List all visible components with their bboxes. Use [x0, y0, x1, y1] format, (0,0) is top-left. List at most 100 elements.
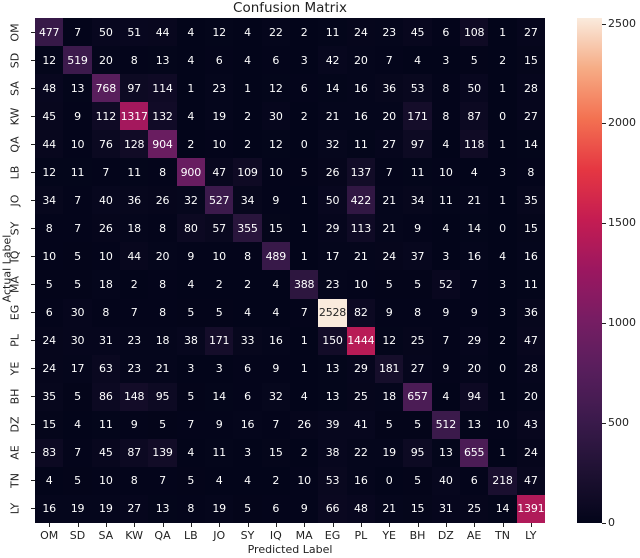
heatmap-cell: 5 — [176, 382, 205, 411]
heatmap-cell: 4 — [431, 214, 460, 243]
heatmap-cell: 8 — [516, 158, 545, 187]
heatmap-cell: 5 — [63, 242, 92, 271]
heatmap-cell: 11 — [431, 186, 460, 215]
heatmap-cell: 21 — [318, 102, 347, 131]
heatmap-cell: 6 — [205, 46, 234, 75]
heatmap-cell: 6 — [261, 46, 290, 75]
heatmap-cell: 4 — [460, 158, 489, 187]
y-tick-label: EG — [8, 304, 22, 321]
heatmap-cell: 19 — [63, 494, 92, 523]
heatmap-cell: 18 — [148, 326, 177, 355]
x-tick-mark — [502, 523, 504, 527]
heatmap-cell: 519 — [63, 46, 92, 75]
heatmap-cell: 1 — [488, 74, 517, 103]
heatmap-cell: 23 — [318, 270, 347, 299]
heatmap-cell: 32 — [318, 130, 347, 159]
heatmap-cell: 1 — [290, 354, 319, 383]
heatmap-cell: 5 — [460, 46, 489, 75]
heatmap-cell: 5 — [233, 494, 262, 523]
heatmap-cell: 9 — [261, 186, 290, 215]
x-tick-mark — [530, 523, 532, 527]
heatmap-cell: 14 — [460, 214, 489, 243]
heatmap-cell: 3 — [176, 354, 205, 383]
heatmap-cell: 86 — [91, 382, 120, 411]
x-tick-label: BH — [409, 529, 426, 542]
heatmap-cell: 12 — [261, 74, 290, 103]
heatmap-cell: 23 — [375, 18, 404, 47]
heatmap-cell: 28 — [516, 74, 545, 103]
heatmap-cell: 2 — [488, 326, 517, 355]
heatmap-cell: 38 — [318, 438, 347, 467]
heatmap-cell: 17 — [63, 354, 92, 383]
heatmap-cell: 7 — [63, 18, 92, 47]
heatmap-cell: 30 — [63, 326, 92, 355]
heatmap-cell: 5 — [403, 466, 432, 495]
heatmap-cell: 113 — [346, 214, 375, 243]
heatmap-cell: 4 — [205, 466, 234, 495]
heatmap-cell: 7 — [375, 46, 404, 75]
heatmap-cell: 19 — [91, 494, 120, 523]
heatmap-cell: 24 — [35, 326, 64, 355]
heatmap-cell: 47 — [205, 158, 234, 187]
heatmap-cell: 8 — [148, 214, 177, 243]
colorbar-tick-label: 500 — [608, 416, 629, 430]
y-tick-label: YE — [8, 361, 22, 376]
heatmap-cell: 9 — [460, 298, 489, 327]
heatmap-cell: 10 — [346, 270, 375, 299]
heatmap-cell: 1 — [233, 74, 262, 103]
heatmap-cell: 1444 — [346, 326, 375, 355]
heatmap-cell: 21 — [375, 494, 404, 523]
heatmap-cell: 20 — [516, 382, 545, 411]
heatmap-cell: 37 — [403, 242, 432, 271]
heatmap-cell: 30 — [63, 298, 92, 327]
heatmap-cell: 21 — [460, 186, 489, 215]
heatmap-cell: 27 — [516, 102, 545, 131]
heatmap-cell: 82 — [346, 298, 375, 327]
heatmap-cell: 8 — [148, 298, 177, 327]
y-tick-mark — [31, 396, 35, 398]
heatmap-cell: 50 — [460, 74, 489, 103]
heatmap-cell: 20 — [460, 354, 489, 383]
heatmap-cell: 1 — [488, 186, 517, 215]
x-tick-mark — [417, 523, 419, 527]
heatmap-cell: 7 — [176, 410, 205, 439]
heatmap-cell: 24 — [346, 18, 375, 47]
heatmap-cell: 3 — [488, 158, 517, 187]
heatmap-cell: 23 — [120, 354, 149, 383]
x-tick-label: YE — [382, 529, 396, 542]
heatmap-cell: 11 — [91, 410, 120, 439]
heatmap-cell: 45 — [35, 102, 64, 131]
x-tick-mark — [360, 523, 362, 527]
heatmap-cell: 489 — [261, 242, 290, 271]
x-tick-label: EG — [324, 529, 341, 542]
heatmap-cell: 23 — [120, 326, 149, 355]
heatmap-cell: 108 — [460, 18, 489, 47]
colorbar-tick-mark — [602, 323, 606, 325]
y-tick-label: JO — [8, 194, 22, 207]
heatmap-cell: 16 — [35, 494, 64, 523]
y-tick-label: SA — [8, 80, 22, 96]
heatmap-cell: 10 — [91, 242, 120, 271]
heatmap-cell: 16 — [516, 242, 545, 271]
heatmap-cell: 0 — [488, 102, 517, 131]
heatmap-cell: 4 — [176, 46, 205, 75]
heatmap-cell: 3 — [290, 46, 319, 75]
heatmap-cell: 1 — [290, 214, 319, 243]
heatmap-cell: 51 — [120, 18, 149, 47]
heatmap-cell: 3 — [431, 46, 460, 75]
x-tick-mark — [332, 523, 334, 527]
heatmap-cell: 1 — [488, 382, 517, 411]
heatmap-cell: 94 — [460, 382, 489, 411]
heatmap-cell: 66 — [318, 494, 347, 523]
heatmap-cell: 19 — [205, 494, 234, 523]
heatmap-cell: 171 — [403, 102, 432, 131]
confusion-matrix-heatmap: 477 7 50 51 44 4 12 4 22 2 11 24 23 45 6 108 1 27 12 519 20 8… — [35, 18, 545, 523]
y-tick-mark — [31, 368, 35, 370]
heatmap-cell: 9 — [176, 242, 205, 271]
heatmap-cell: 11 — [346, 130, 375, 159]
heatmap-cell: 13 — [148, 494, 177, 523]
heatmap-cell: 132 — [148, 102, 177, 131]
heatmap-cell: 16 — [346, 74, 375, 103]
heatmap-cell: 388 — [290, 270, 319, 299]
heatmap-cell: 2 — [488, 46, 517, 75]
